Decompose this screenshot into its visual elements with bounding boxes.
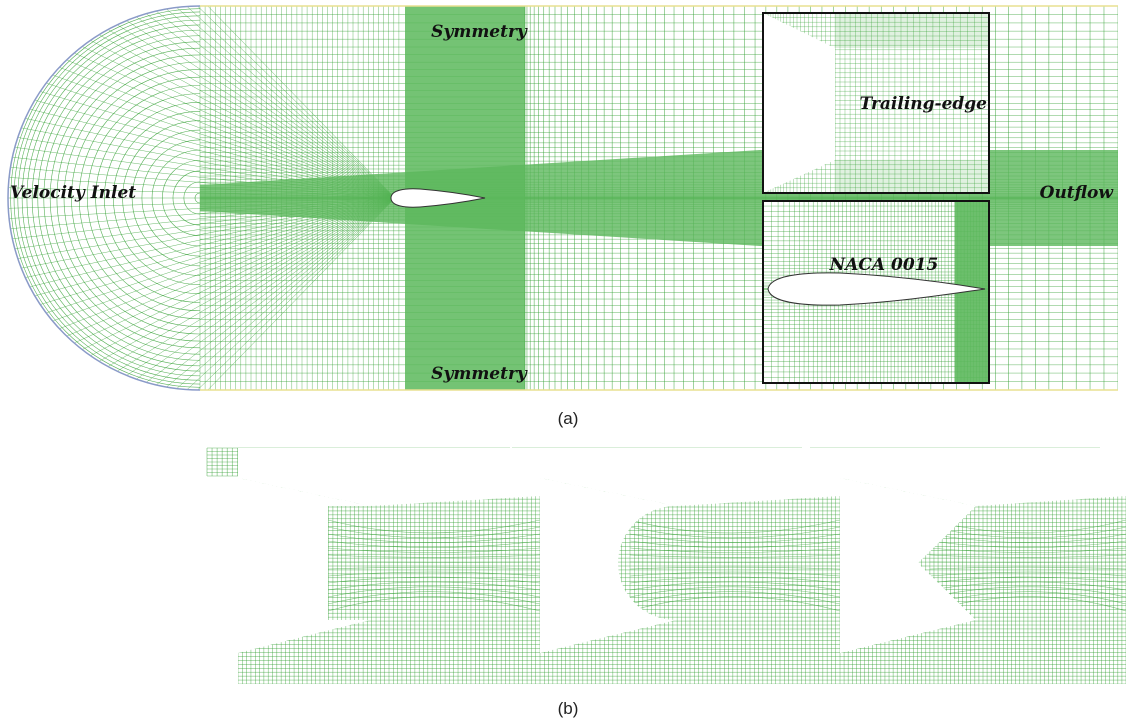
label-naca-0015: NACA 0015 <box>829 255 939 275</box>
label-symmetry-top: Symmetry <box>431 22 528 42</box>
label-trailing-edge: Trailing-edge <box>860 94 988 114</box>
semicircle-cavity <box>540 478 676 653</box>
inset-trailing-edge <box>762 12 990 194</box>
blunt-cavity <box>238 478 370 653</box>
triangle-cavity <box>840 478 976 653</box>
label-outflow: Outflow <box>1040 183 1115 203</box>
panel-blunt <box>238 448 540 684</box>
label-symmetry-bottom: Symmetry <box>431 364 528 384</box>
caption-a: (a) <box>558 409 579 428</box>
trailing-edge-meshes-b <box>206 447 1126 684</box>
panel-semicircle <box>540 448 840 684</box>
caption-b: (b) <box>558 699 579 718</box>
trailing-edge-blunt-shape <box>763 13 835 193</box>
panel-triangle <box>840 448 1126 684</box>
inset-airfoil <box>762 200 990 384</box>
inset-airfoil-shape <box>767 272 986 306</box>
inlet-arc <box>7 5 201 391</box>
airfoil-naca0015 <box>390 188 486 208</box>
label-velocity-inlet: Velocity Inlet <box>10 183 136 203</box>
